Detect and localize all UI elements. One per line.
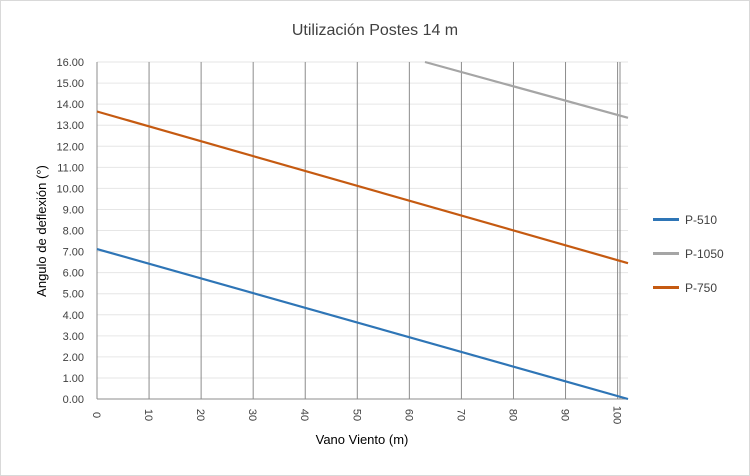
legend-label: P-510 [685,212,718,227]
series-line-p-750 [96,110,629,265]
y-tick-label: 8.00 [63,226,84,238]
y-tick-label: 13.00 [56,120,84,132]
grid-lines [97,61,628,400]
x-tick-label: 80 [506,409,518,421]
y-tick-label: 3.00 [63,331,84,343]
y-tick-label: 0.00 [63,394,84,406]
y-tick-label: 5.00 [63,289,84,301]
y-tick-label: 7.00 [63,247,84,259]
series-lines [96,60,629,401]
legend-item: P-750 [653,279,748,296]
y-tick-label: 9.00 [63,204,84,216]
legend-swatch [653,218,679,221]
legend-label: P-750 [685,280,718,295]
y-tick-label: 12.00 [56,141,84,153]
x-tick-label: 100 [611,406,623,424]
legend-label: P-1050 [685,246,724,261]
x-tick-label: 50 [350,409,362,421]
x-tick-label: 0 [90,412,102,418]
legend-swatch [653,252,679,255]
y-tick-label: 16.00 [56,57,84,69]
y-tick-label: 11.00 [57,162,84,174]
legend-item: P-510 [653,211,748,228]
series-line-p-510 [96,247,629,401]
legend-swatch [653,286,679,289]
x-tick-label: 40 [298,409,310,421]
y-tick-label: 6.00 [63,268,84,280]
y-tick-label: 2.00 [63,352,84,364]
y-tick-label: 15.00 [56,78,84,90]
x-tick-label: 70 [454,409,466,421]
y-tick-label: 4.00 [63,310,84,322]
axes [96,62,628,400]
x-tick-label: 20 [194,409,206,421]
x-axis-label: Vano Viento (m) [316,432,409,447]
y-tick-label: 14.00 [56,99,84,111]
y-axis-label: Angulo de deflexión (°) [34,165,49,297]
chart-title: Utilización Postes 14 m [291,22,459,39]
legend-item: P-1050 [653,245,748,262]
y-tick-label: 1.00 [63,373,84,385]
x-tick-label: 60 [402,409,414,421]
y-tick-label: 10.00 [56,183,84,195]
legend: P-510 P-1050 P-750 [653,211,748,313]
x-tick-label: 90 [559,409,571,421]
x-tick-label: 10 [142,409,154,421]
x-tick-label: 30 [246,409,258,421]
series-line-p-1050 [424,60,629,119]
y-tick-labels: 0.00 1.00 2.00 3.00 4.00 5.00 6.00 7.00 8.00 9.00… [56,57,84,406]
x-tick-labels: 0 10 20 30 40 50 60 70 80 90 100 [90,406,623,424]
